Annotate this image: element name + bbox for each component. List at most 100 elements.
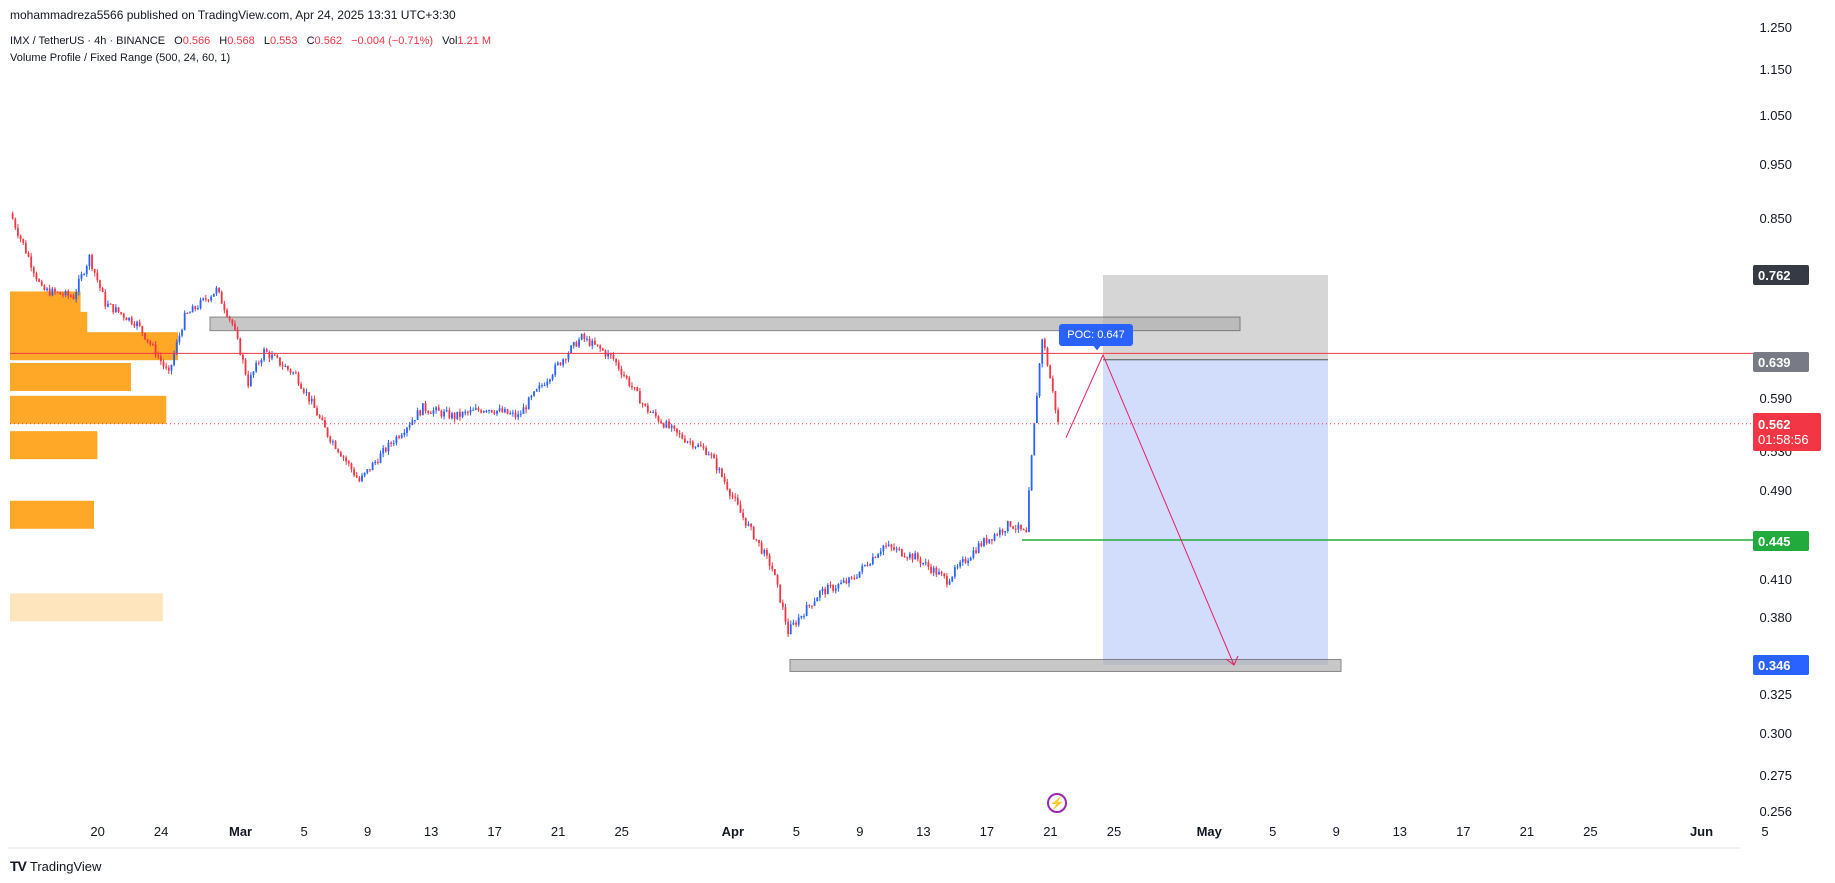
candle-body [24, 242, 27, 254]
price-axis[interactable]: 1.2501.1501.0500.9500.8500.5900.5300.490… [1759, 20, 1792, 819]
candle-body [1030, 455, 1033, 491]
resistance-zone [209, 316, 1241, 332]
time-axis-label: 17 [1456, 824, 1470, 839]
candle-body [615, 358, 617, 363]
candle-body [437, 407, 440, 411]
candle-body [281, 365, 284, 367]
candle-body [146, 339, 149, 342]
candle-body [384, 448, 387, 452]
candle-body [101, 287, 104, 293]
candle-body [427, 411, 430, 413]
candle-body [956, 566, 959, 568]
current-price-value: 0.562 [1758, 417, 1791, 432]
candle-body [842, 580, 845, 583]
candle-body [498, 408, 501, 411]
candle-body [967, 560, 969, 563]
low-value: 0.553 [269, 35, 298, 47]
candle-body [144, 332, 146, 340]
candle-body [911, 553, 914, 560]
candle-body [570, 345, 572, 354]
candle-body [276, 355, 279, 358]
candle-body [83, 274, 86, 276]
candle-body [387, 442, 390, 452]
low-label: L [263, 35, 270, 47]
candle-body [165, 366, 168, 368]
price-axis-label: 0.950 [1759, 157, 1792, 172]
candle-body [46, 288, 48, 291]
candle-body [821, 588, 824, 592]
candle-body [120, 312, 123, 314]
candle-body [414, 419, 416, 421]
candle-body [252, 371, 255, 376]
candle-body [988, 539, 991, 544]
candle-body [159, 356, 162, 362]
candle-body [244, 359, 247, 375]
candle-body [173, 353, 175, 365]
candle-body [390, 442, 393, 444]
symbol-title[interactable]: IMX / TetherUS · 4h · BINANCE [10, 35, 166, 47]
candle-body [731, 495, 734, 497]
candle-body [48, 288, 51, 296]
time-axis-label: 9 [364, 824, 371, 839]
flash-event-icon[interactable]: ⚡ [1047, 793, 1067, 813]
candle-body [980, 543, 983, 546]
candle-body [866, 564, 869, 566]
candle-body [485, 410, 488, 412]
candle-body [871, 556, 874, 565]
candle-body [546, 381, 549, 386]
projection-arrowhead [1225, 655, 1239, 666]
tradingview-brand[interactable]: TV TradingView [10, 858, 101, 874]
candle-body [620, 368, 623, 375]
candle-body [623, 374, 625, 376]
candle-body [1033, 423, 1036, 456]
candle-body [927, 562, 930, 567]
price-axis-label: 0.300 [1759, 726, 1792, 741]
time-axis-label: 17 [487, 824, 501, 839]
candle-body [1004, 531, 1007, 533]
candle-body [162, 361, 165, 367]
candle-body [416, 410, 419, 420]
candle-body [43, 285, 46, 291]
volume-profile-bar [10, 363, 131, 391]
candle-body [96, 272, 99, 281]
candle-body [287, 365, 289, 370]
candle-body [998, 529, 1001, 535]
candle-body [1022, 529, 1025, 531]
candle-body [969, 557, 972, 561]
candle-body [170, 364, 173, 371]
candle-body [488, 410, 490, 412]
candle-body [207, 299, 210, 301]
candle-body [406, 427, 408, 433]
candle-body [686, 441, 689, 443]
candle-body [1006, 521, 1009, 532]
volume-profile [10, 291, 178, 622]
candle-body [832, 585, 835, 591]
candle-body [527, 397, 530, 410]
candle-body [694, 446, 697, 448]
candle-body [646, 405, 649, 412]
candle-body [347, 461, 350, 464]
candle-body [556, 362, 559, 365]
candle-body [763, 550, 766, 554]
candle-body [35, 273, 38, 280]
close-label: C [306, 35, 315, 47]
candle-body [435, 407, 438, 411]
candle-body [366, 469, 369, 473]
candle-body [480, 410, 483, 413]
candle-body [112, 304, 115, 313]
candle-body [392, 443, 395, 445]
open-label: O [174, 35, 183, 47]
indicator-legend[interactable]: Volume Profile / Fixed Range (500, 24, 6… [10, 52, 231, 64]
candle-body [893, 547, 895, 550]
time-axis-label: 24 [154, 824, 168, 839]
candle-body [374, 461, 377, 463]
candle-body [575, 342, 578, 347]
candle-body [699, 444, 702, 447]
current-price-tag: 0.562 01:58:56 [1753, 413, 1821, 451]
time-axis[interactable]: 20 24 Mar 5 9 13 17 21 25 Apr 5 9 13 17 21 25 May 5 9 13 17 2… [8, 824, 1769, 849]
candle-body [292, 372, 295, 374]
candle-body [99, 280, 101, 288]
volume-profile-bar [10, 593, 163, 622]
candle-body [639, 390, 641, 404]
